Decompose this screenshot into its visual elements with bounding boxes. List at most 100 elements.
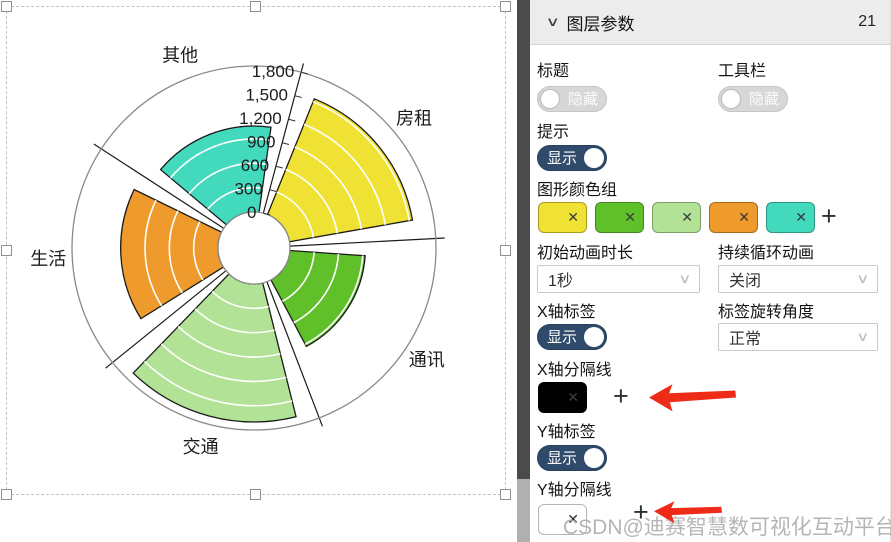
category-label-通讯: 通讯 [409,350,445,370]
toggle-label: 显示 [547,450,578,467]
label-rotation-select[interactable]: 正常 ∨ [718,323,878,351]
toggle-label: 显示 [547,329,578,346]
y-split-arc [143,360,293,407]
radial-axis-tick [269,189,277,193]
y-split-arc [281,252,315,302]
radial-axis-tick [294,95,302,98]
toolbar-label: 工具栏 [718,63,767,80]
y-axis-label-label: Y轴标签 [537,424,596,441]
chevron-down-icon: ∨ [678,271,692,286]
annotation-arrow-y-split [653,501,723,524]
toggle-label: 隐藏 [749,91,780,108]
annotation-arrow-x-split [648,384,737,412]
x-split-line-color-swatch[interactable]: ✕ [538,382,587,413]
selection-handle-middle-left[interactable] [1,245,12,256]
remove-icon[interactable]: ✕ [567,511,579,527]
color-swatch-row: ✕ ✕ ✕ ✕ ✕ [538,202,815,233]
scrollbar-thumb[interactable] [517,0,530,479]
title-label: 标题 [537,63,570,80]
remove-icon[interactable]: ✕ [567,389,579,405]
selection-handle-middle-right[interactable] [500,245,511,256]
toggle-knob [584,148,604,168]
toggle-label: 隐藏 [568,91,599,108]
y-split-arc [304,255,364,345]
collapse-chevron-icon[interactable]: ∨ [545,14,560,29]
loop-anim-label: 持续循环动画 [718,245,815,262]
radial-axis-tick [300,71,309,75]
y-split-arc [188,162,266,195]
radial-axis-tick [288,118,296,122]
chevron-down-icon: ∨ [856,329,870,344]
toggle-knob [584,327,604,347]
y-split-line-label: Y轴分隔线 [537,482,612,499]
color-swatch-4[interactable]: ✕ [766,202,815,233]
color-swatch-1[interactable]: ✕ [595,202,644,233]
toggle-label: 显示 [547,150,578,167]
loop-anim-select[interactable]: 关闭 ∨ [718,265,878,293]
radial-axis-tick [275,165,283,169]
remove-icon[interactable]: ✕ [624,209,636,225]
remove-icon[interactable]: ✕ [567,209,579,225]
y-split-arc [312,101,411,221]
y-split-arc [276,191,315,238]
selection-handle-bottom-center[interactable] [250,489,261,500]
remove-icon[interactable]: ✕ [738,209,750,225]
x-split-line [262,63,305,214]
y-split-arc [211,290,269,310]
color-swatch-3[interactable]: ✕ [709,202,758,233]
x-axis-label-toggle[interactable]: 显示 [537,324,607,350]
label-rotation-label: 标签旋转角度 [718,304,815,321]
toggle-knob [584,448,604,468]
chart-canvas[interactable]: 0 300 600 900 1,200 1,500 1,800 房租 通讯 交通 生活 其他 [0,0,517,542]
layer-count: 21 [858,13,876,30]
color-swatch-0[interactable]: ✕ [538,202,587,233]
vertical-scrollbar[interactable] [517,0,530,542]
selection-handle-top-center[interactable] [250,1,261,12]
anim-duration-label: 初始动画时长 [537,245,634,262]
y-split-arc [160,343,287,383]
layer-selection-rect [6,6,506,495]
tooltip-visibility-toggle[interactable]: 显示 [537,145,607,171]
y-split-arc [144,199,163,307]
y-axis-label-toggle[interactable]: 显示 [537,445,607,471]
add-x-split-line-button[interactable]: + [613,381,629,411]
radial-axis-tick [263,212,271,216]
watermark-text: CSDN@迪赛智慧数可视化互动平台 [563,516,891,539]
label-rotation-value: 正常 [729,331,762,348]
selection-handle-top-left[interactable] [1,1,12,12]
y-split-arc [177,325,281,358]
add-y-split-line-button[interactable]: + [633,497,649,527]
anim-duration-value: 1秒 [548,273,573,290]
color-group-label: 图形颜色组 [537,182,618,199]
radial-axis-tick-label: 1,200 [239,109,282,128]
panel-header[interactable]: ∨ 图层参数 21 [530,0,890,45]
category-label-生活: 生活 [30,249,66,269]
selection-handle-bottom-right[interactable] [500,489,511,500]
y-split-arc [194,308,275,334]
panel-title: 图层参数 [566,14,635,34]
remove-icon[interactable]: ✕ [795,209,807,225]
y-split-arc [293,253,340,324]
x-axis-label-label: X轴标签 [537,304,596,321]
x-split-line [93,143,225,229]
y-split-arc [168,210,183,294]
toolbar-visibility-toggle[interactable]: 隐藏 [718,86,788,112]
layer-params-panel: ∨ 图层参数 21 标题 工具栏 隐藏 隐藏 提示 显示 图形颜色组 ✕ ✕ ✕ ✕ ✕… [530,0,891,542]
tooltip-label: 提示 [537,124,570,141]
add-color-button[interactable]: + [821,201,837,231]
color-swatch-2[interactable]: ✕ [652,202,701,233]
radial-axis-tick-label: 0 [247,203,256,222]
selection-handle-top-right[interactable] [500,1,511,12]
x-split-line [105,270,227,369]
anim-duration-select[interactable]: 1秒 ∨ [537,265,700,293]
remove-icon[interactable]: ✕ [681,209,693,225]
y-split-arc [285,168,339,234]
toggle-knob [721,89,741,109]
radial-axis-tick-label: 900 [247,132,275,151]
selection-handle-bottom-left[interactable] [1,489,12,500]
y-split-arc [192,221,204,281]
radial-axis-tick-label: 600 [241,156,269,175]
category-label-其他: 其他 [162,46,198,66]
title-visibility-toggle[interactable]: 隐藏 [537,86,607,112]
y-split-line-color-swatch[interactable]: ✕ [538,504,587,535]
